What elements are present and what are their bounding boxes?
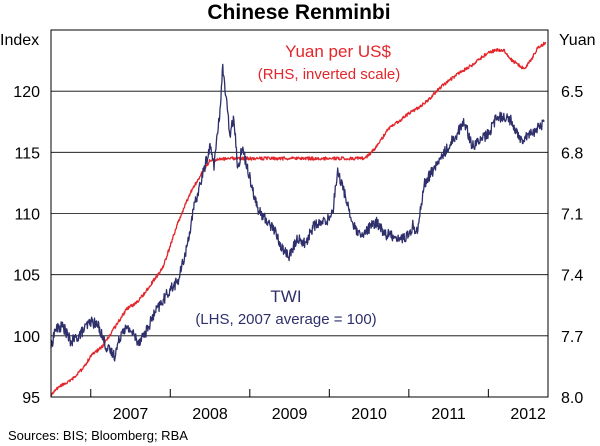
plot-frame xyxy=(50,29,549,398)
twi-series-sublabel: (LHS, 2007 average = 100) xyxy=(195,311,376,328)
left-tick-label: 110 xyxy=(14,207,40,224)
right-tick-label: 7.1 xyxy=(561,207,583,224)
chart-source: Sources: BIS; Bloomberg; RBA xyxy=(8,428,188,443)
yuan-series-label: Yuan per US$ xyxy=(285,42,391,61)
x-tick-label: 2011 xyxy=(431,406,466,423)
right-axis-unit: Yuan xyxy=(559,32,595,49)
right-tick-label: 6.8 xyxy=(561,145,583,162)
left-tick-label: 100 xyxy=(13,329,40,346)
right-tick-label: 7.4 xyxy=(561,268,583,285)
left-axis-unit: Index xyxy=(0,32,39,49)
right-tick-label: 8.0 xyxy=(561,390,583,407)
left-tick-label: 105 xyxy=(13,268,40,285)
chart-title: Chinese Renminbi xyxy=(207,1,390,24)
x-tick-label: 2010 xyxy=(351,406,387,423)
series-layer xyxy=(50,41,547,397)
x-ticks xyxy=(90,389,489,397)
gridlines xyxy=(51,90,548,337)
left-tick-label: 95 xyxy=(22,390,40,407)
left-tick-labels: 95 100 105 110 115 120 xyxy=(13,84,40,407)
right-tick-labels: 8.0 7.7 7.4 7.1 6.8 6.5 xyxy=(561,84,583,407)
x-tick-labels: 2007 2008 2009 2010 2011 2012 xyxy=(113,406,546,423)
left-tick-label: 115 xyxy=(14,145,40,162)
right-tick-label: 6.5 xyxy=(561,84,583,101)
twi-series-label: TWI xyxy=(270,287,301,306)
left-tick-label: 120 xyxy=(13,84,40,101)
x-tick-label: 2007 xyxy=(113,406,149,423)
yuan-series-sublabel: (RHS, inverted scale) xyxy=(258,66,401,83)
x-tick-label: 2012 xyxy=(510,406,546,423)
x-tick-label: 2008 xyxy=(192,406,228,423)
right-tick-label: 7.7 xyxy=(561,329,583,346)
yuan-series-line xyxy=(50,41,547,397)
twi-series-line xyxy=(50,63,545,362)
x-tick-label: 2009 xyxy=(272,406,308,423)
